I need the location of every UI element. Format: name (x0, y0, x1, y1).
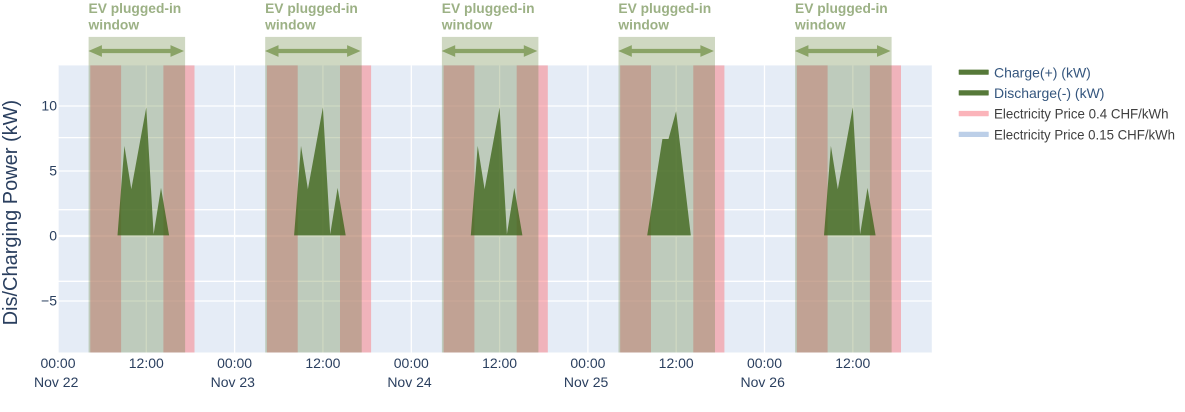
svg-text:window: window (441, 18, 493, 33)
svg-text:00:00: 00:00 (394, 355, 429, 371)
svg-text:12:00: 12:00 (835, 355, 870, 371)
svg-text:window: window (794, 18, 846, 33)
svg-text:window: window (617, 18, 669, 33)
svg-text:00:00: 00:00 (40, 355, 75, 371)
svg-text:5: 5 (49, 163, 57, 179)
svg-text:EV plugged-in: EV plugged-in (265, 1, 358, 16)
svg-text:window: window (88, 18, 140, 33)
svg-text:EV plugged-in: EV plugged-in (442, 1, 535, 16)
svg-text:Electricity Price 0.15 CHF/kWh: Electricity Price 0.15 CHF/kWh (994, 126, 1175, 142)
svg-text:Nov 23: Nov 23 (211, 374, 256, 390)
svg-text:Nov 25: Nov 25 (564, 374, 609, 390)
svg-text:Charge(+) (kW): Charge(+) (kW) (994, 64, 1091, 80)
svg-text:12:00: 12:00 (305, 355, 340, 371)
svg-text:Dis/Charging Power (kW): Dis/Charging Power (kW) (0, 100, 22, 326)
svg-text:−5: −5 (41, 293, 57, 309)
svg-text:Nov 22: Nov 22 (34, 374, 79, 390)
svg-text:10: 10 (41, 98, 57, 114)
svg-text:0: 0 (49, 228, 57, 244)
svg-text:00:00: 00:00 (217, 355, 252, 371)
svg-text:Discharge(-) (kW): Discharge(-) (kW) (994, 85, 1104, 101)
svg-text:00:00: 00:00 (747, 355, 782, 371)
svg-text:Nov 24: Nov 24 (387, 374, 432, 390)
svg-text:EV plugged-in: EV plugged-in (795, 1, 888, 16)
svg-text:window: window (264, 18, 316, 33)
svg-text:00:00: 00:00 (570, 355, 605, 371)
svg-text:Electricity Price 0.4 CHF/kWh: Electricity Price 0.4 CHF/kWh (994, 106, 1169, 122)
svg-text:EV plugged-in: EV plugged-in (618, 1, 711, 16)
svg-text:12:00: 12:00 (129, 355, 164, 371)
svg-text:12:00: 12:00 (482, 355, 517, 371)
svg-text:EV plugged-in: EV plugged-in (89, 1, 182, 16)
svg-text:Nov 26: Nov 26 (741, 374, 786, 390)
svg-text:12:00: 12:00 (659, 355, 694, 371)
